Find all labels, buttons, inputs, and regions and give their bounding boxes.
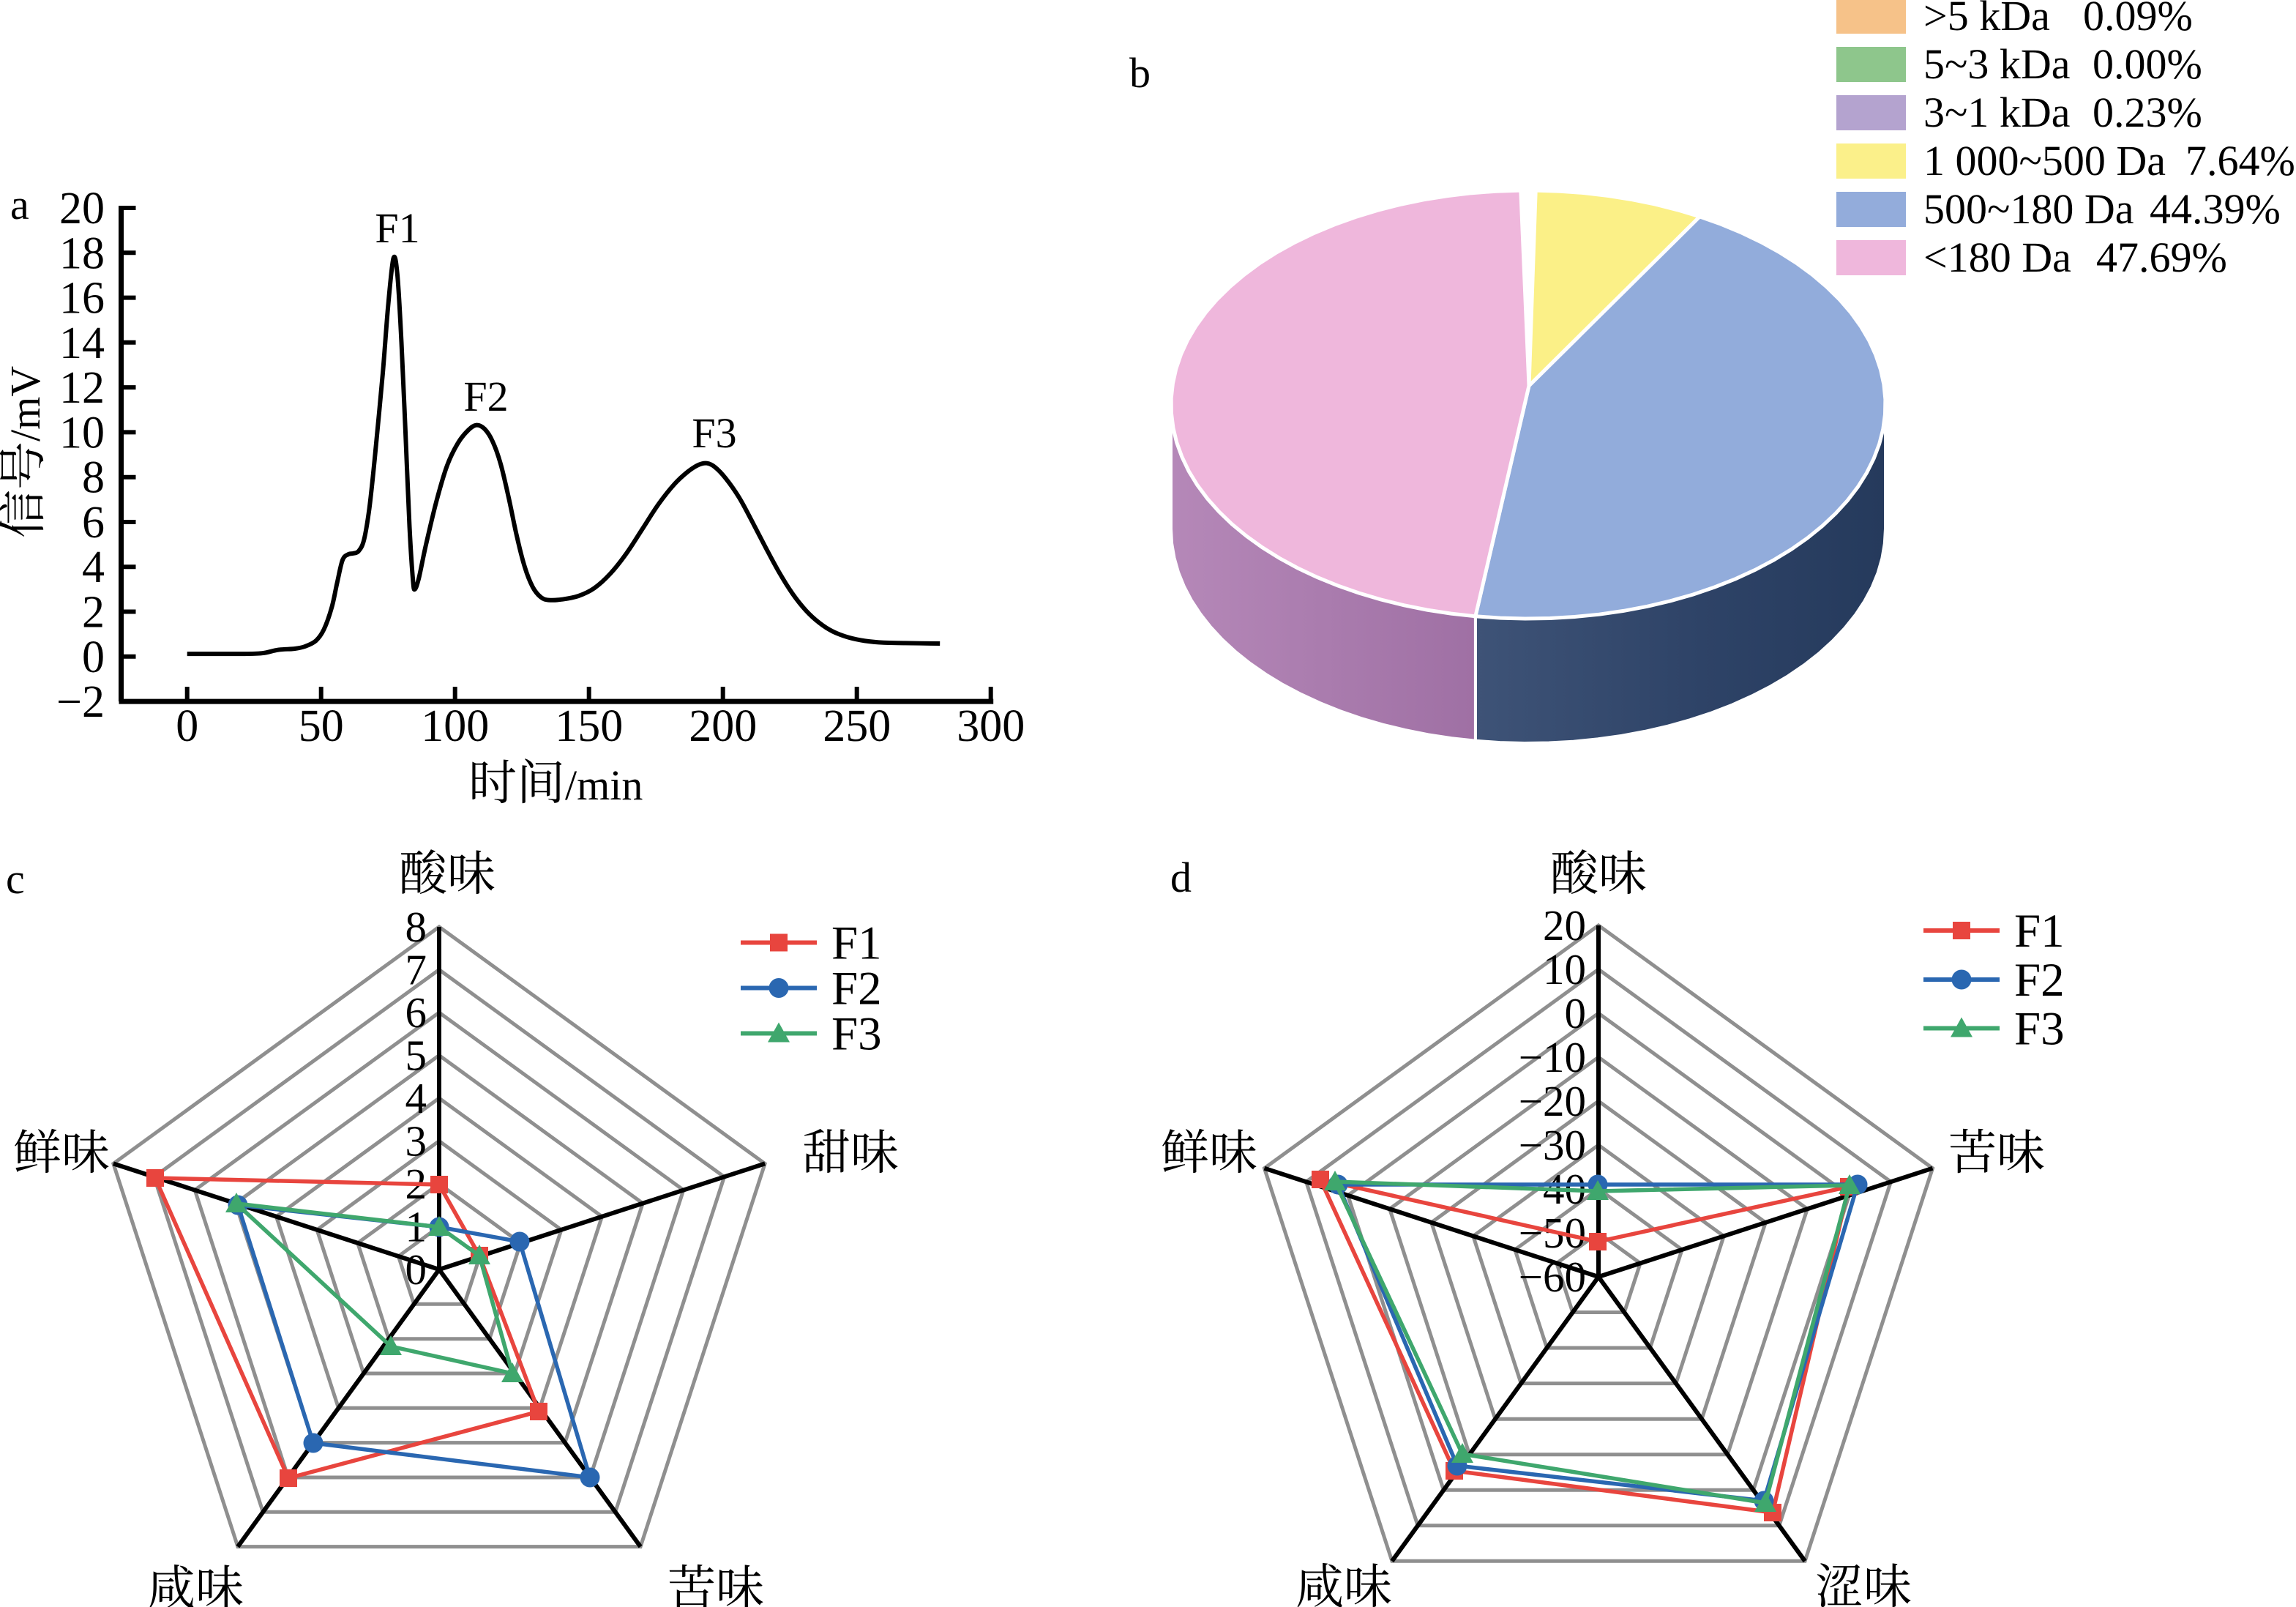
- svg-text:c: c: [6, 855, 25, 903]
- svg-text:7.64%: 7.64%: [2185, 137, 2295, 184]
- svg-text:b: b: [1129, 49, 1151, 97]
- svg-text:6: 6: [82, 498, 105, 548]
- svg-text:F1: F1: [375, 204, 419, 252]
- svg-text:6: 6: [405, 988, 427, 1037]
- svg-text:d: d: [1170, 854, 1192, 901]
- svg-text:3: 3: [405, 1117, 427, 1166]
- svg-text:5~3 kDa: 5~3 kDa: [1923, 40, 2071, 88]
- svg-text:4: 4: [405, 1074, 427, 1122]
- svg-text:150: 150: [555, 701, 623, 751]
- svg-text:44.39%: 44.39%: [2150, 185, 2281, 233]
- svg-text:250: 250: [823, 701, 891, 751]
- svg-text:47.69%: 47.69%: [2096, 234, 2227, 281]
- svg-text:300: 300: [957, 701, 1025, 751]
- svg-text:F3: F3: [831, 1008, 882, 1061]
- svg-text:F1: F1: [831, 917, 882, 970]
- svg-text:18: 18: [59, 228, 105, 278]
- svg-text:−10: −10: [1519, 1033, 1586, 1081]
- svg-text:−20: −20: [1519, 1077, 1586, 1125]
- svg-text:0.23%: 0.23%: [2093, 89, 2202, 136]
- svg-text:−2: −2: [56, 677, 105, 727]
- svg-text:F2: F2: [831, 963, 882, 1015]
- svg-text:<180 Da: <180 Da: [1923, 234, 2071, 281]
- svg-text:14: 14: [59, 318, 105, 368]
- svg-text:7: 7: [405, 946, 427, 994]
- svg-text:16: 16: [59, 274, 105, 324]
- svg-text:3~1 kDa: 3~1 kDa: [1923, 89, 2071, 136]
- svg-text:1 000~500 Da: 1 000~500 Da: [1923, 137, 2166, 184]
- svg-text:0.00%: 0.00%: [2093, 40, 2202, 88]
- svg-text:a: a: [10, 181, 29, 228]
- svg-text:/mV: /mV: [1, 366, 49, 441]
- svg-text:10: 10: [1543, 945, 1586, 993]
- svg-text:8: 8: [82, 453, 105, 503]
- svg-text:0: 0: [405, 1245, 427, 1294]
- svg-text:0: 0: [176, 701, 198, 751]
- svg-text:500~180 Da: 500~180 Da: [1923, 185, 2134, 233]
- svg-text:20: 20: [59, 184, 105, 234]
- svg-text:−60: −60: [1519, 1253, 1586, 1301]
- svg-text:0: 0: [82, 633, 105, 682]
- svg-text:F3: F3: [692, 409, 736, 457]
- svg-text:5: 5: [405, 1032, 427, 1080]
- svg-text:>5 kDa: >5 kDa: [1923, 0, 2050, 40]
- svg-text:F2: F2: [2014, 954, 2065, 1007]
- svg-text:100: 100: [421, 701, 489, 751]
- svg-text:0: 0: [1565, 989, 1587, 1037]
- svg-text:2: 2: [82, 588, 105, 638]
- svg-text:F1: F1: [2014, 905, 2065, 958]
- svg-text:200: 200: [689, 701, 757, 751]
- svg-text:0.09%: 0.09%: [2083, 0, 2193, 40]
- svg-text:F3: F3: [2014, 1003, 2065, 1056]
- svg-text:10: 10: [59, 408, 105, 458]
- svg-text:20: 20: [1543, 901, 1586, 950]
- svg-text:50: 50: [299, 701, 344, 751]
- svg-text:−30: −30: [1519, 1121, 1586, 1169]
- svg-text:8: 8: [405, 903, 427, 951]
- svg-text:/min: /min: [565, 761, 643, 809]
- svg-text:F2: F2: [463, 373, 508, 420]
- svg-text:12: 12: [59, 363, 105, 413]
- svg-text:4: 4: [82, 542, 105, 592]
